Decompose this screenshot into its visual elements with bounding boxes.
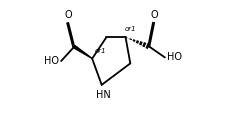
Text: O: O	[150, 10, 157, 20]
Text: HN: HN	[95, 90, 110, 100]
Text: or1: or1	[125, 26, 136, 32]
Text: or1: or1	[95, 48, 106, 54]
Text: HO: HO	[166, 52, 181, 62]
Text: HO: HO	[44, 56, 59, 66]
Polygon shape	[73, 46, 92, 59]
Text: O: O	[64, 10, 72, 20]
